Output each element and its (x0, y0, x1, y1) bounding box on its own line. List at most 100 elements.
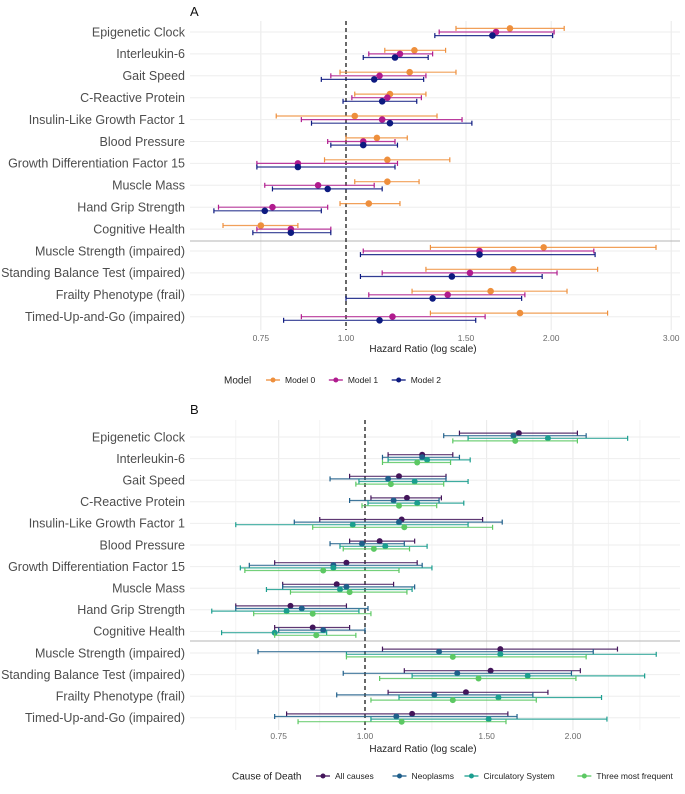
legend-item-label: All causes (335, 771, 374, 781)
hazard-ratio-point (485, 716, 492, 723)
panel-b-y-label-muscle-strength-impaired: Muscle Strength (impaired) (35, 646, 185, 660)
hazard-ratio-point (287, 602, 294, 609)
panel-b-mark-all-causes-frailty-phenotype-frail (387, 689, 549, 696)
legend-item-label: Model 2 (411, 375, 442, 385)
hazard-ratio-point (309, 624, 316, 631)
hazard-ratio-point (414, 459, 421, 466)
panel-b-mark-neoplasms-epigenetic-clock (443, 432, 587, 439)
hazard-ratio-point (431, 691, 438, 698)
panel-b-mark-circulatory-system-epigenetic-clock (467, 435, 629, 442)
panel-a-mark-model-1-interleukin-6 (368, 50, 434, 58)
hazard-ratio-point (349, 521, 356, 528)
panel-a-legend: Model Model 0 Model 1 Model 2 (224, 375, 441, 387)
panel-b-mark-three-most-frequent-frailty-phenotype-frail (370, 697, 537, 704)
panel-a-mark-model-1-gait-speed (330, 72, 427, 80)
panel-b-mark-three-most-frequent-growth-differentiation-factor-15 (244, 567, 400, 574)
panel-a-y-label-epigenetic-clock: Epigenetic Clock (92, 25, 186, 39)
panel-b-mark-three-most-frequent-insulin-like-growth-factor-1 (312, 524, 494, 531)
hazard-ratio-point (343, 583, 350, 590)
panel-b-mark-circulatory-system-c-reactive-protein (367, 500, 465, 507)
panel-a-x-tick-label: 0.75 (253, 333, 270, 343)
panel-b-mark-neoplasms-cognitive-health (278, 627, 366, 634)
panel-b-mark-all-causes-standing-balance-test-impaired (403, 667, 581, 674)
panel-b-mark-circulatory-system-timed-up-and-go-impaired (370, 716, 608, 723)
hazard-ratio-point (487, 287, 494, 295)
panel-a-mark-model-0-muscle-mass (354, 178, 420, 185)
panel-b-legend-item-circulatory-system: Circulatory System (464, 771, 555, 781)
hazard-ratio-point (462, 689, 469, 696)
hazard-ratio-point (449, 697, 456, 704)
hazard-ratio-point (476, 251, 483, 258)
hazard-ratio-point (398, 718, 405, 725)
hazard-ratio-point (343, 559, 350, 566)
panel-b-x-tick-label: 0.75 (270, 731, 287, 741)
panel-b-mark-neoplasms-interleukin-6 (381, 454, 461, 461)
panel-a-x-tick-label: 1.00 (338, 333, 355, 343)
panel-b-mark-neoplasms-standing-balance-test-impaired (342, 670, 573, 677)
panel-a-legend-item-model-2: Model 2 (391, 375, 442, 385)
hazard-ratio-point (309, 610, 316, 617)
panel-b-y-label-frailty-phenotype-frail: Frailty Phenotype (frail) (56, 690, 185, 704)
panel-b-mark-neoplasms-muscle-strength-impaired (257, 648, 594, 655)
panel-a-mark-model-0-blood-pressure (345, 134, 408, 142)
hazard-ratio-point (414, 500, 421, 507)
panel-b-mark-all-causes-muscle-mass (282, 581, 395, 588)
panel-a-x-tick-label: 3.00 (663, 333, 680, 343)
panel-b-y-label-standing-balance-test-impaired: Standing Balance Test (impaired) (1, 668, 185, 682)
panel-a-mark-model-2-blood-pressure (330, 141, 399, 149)
panel-a-mark-model-1-timed-up-and-go-impaired (300, 313, 486, 321)
panel-b-mark-circulatory-system-muscle-mass (265, 586, 413, 593)
panel-b-mark-all-causes-muscle-strength-impaired (381, 646, 619, 653)
hazard-ratio-point (269, 203, 276, 211)
panel-b-rows: Epigenetic Clock Interleukin-6 Gait Speed C… (1, 430, 657, 725)
hazard-ratio-point (324, 185, 331, 193)
panel-a-mark-model-2-muscle-strength-impaired (359, 251, 596, 258)
hazard-ratio-point (396, 50, 404, 58)
hazard-ratio-point (419, 454, 426, 461)
panel-a-rows: Epigenetic Clock Interleukin-6 Gait Speed C… (1, 25, 657, 324)
panel-b-mark-three-most-frequent-standing-balance-test-impaired (379, 675, 577, 682)
panel-a-y-label-interleukin-6: Interleukin-6 (116, 47, 185, 61)
hazard-ratio-point (406, 68, 413, 76)
hazard-ratio-point (271, 629, 278, 636)
hazard-ratio-point (448, 273, 456, 280)
hazard-ratio-point (429, 295, 436, 302)
panel-b-x-ticks: 0.75 1.00 1.50 2.00 (270, 731, 581, 741)
hazard-ratio-point (401, 524, 408, 531)
hazard-ratio-point (524, 672, 531, 679)
panel-b-mark-three-most-frequent-epigenetic-clock (452, 437, 579, 444)
hazard-ratio-point (373, 134, 381, 142)
panel-a-y-label-gait-speed: Gait Speed (122, 69, 185, 83)
panel-a-y-label-insulin-like-growth-factor-1: Insulin-Like Growth Factor 1 (29, 113, 185, 127)
hazard-ratio-point (283, 608, 290, 615)
panel-b-y-label-cognitive-health: Cognitive Health (93, 625, 185, 639)
hazard-ratio-point (370, 76, 378, 83)
panel-b-x-tick-label: 1.50 (478, 731, 495, 741)
panel-b-mark-neoplasms-timed-up-and-go-impaired (274, 713, 518, 720)
panel-a-y-label-standing-balance-test-impaired: Standing Balance Test (impaired) (1, 266, 185, 280)
panel-b-label: B (190, 402, 199, 417)
legend-key-point (581, 773, 587, 779)
hazard-ratio-point (544, 435, 551, 442)
panel-b-mark-circulatory-system-muscle-strength-impaired (345, 651, 657, 658)
panel-a-mark-model-0-interleukin-6 (384, 47, 447, 54)
hazard-ratio-point (333, 581, 340, 588)
hazard-ratio-point (454, 670, 461, 677)
legend-key-point (333, 377, 339, 383)
panel-a-y-label-hand-grip-strength: Hand Grip Strength (77, 201, 185, 215)
panel-a-mark-model-1-c-reactive-protein (351, 94, 422, 101)
panel-b-mark-circulatory-system-gait-speed (358, 478, 469, 485)
panel-b-mark-all-causes-blood-pressure (349, 538, 416, 545)
legend-item-label: Circulatory System (483, 771, 554, 781)
hazard-ratio-point (510, 266, 517, 273)
hazard-ratio-point (436, 648, 443, 655)
panel-a-mark-model-0-timed-up-and-go-impaired (429, 309, 609, 317)
legend-item-label: Neoplasms (412, 771, 455, 781)
panel-b-mark-circulatory-system-hand-grip-strength (211, 608, 360, 615)
panel-a-y-label-timed-up-and-go-impaired: Timed-Up-and-Go (impaired) (25, 310, 185, 324)
panel-b-mark-all-causes-cognitive-health (274, 624, 351, 631)
legend-item-label: Model 0 (285, 375, 316, 385)
panel-b-gridlines (190, 420, 680, 730)
panel-b-mark-all-causes-epigenetic-clock (458, 430, 579, 437)
